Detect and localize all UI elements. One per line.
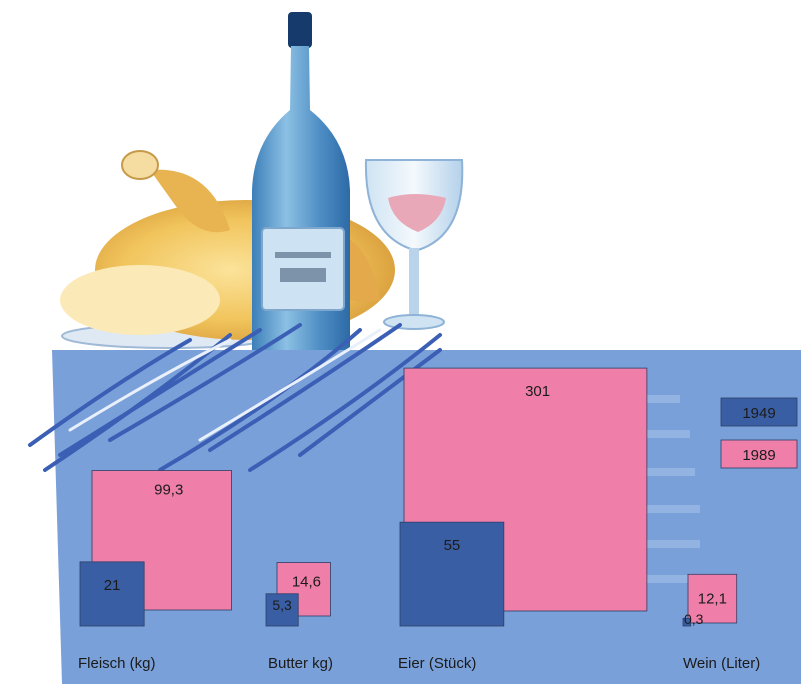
bar-1989-4 bbox=[687, 573, 738, 624]
bar-1949-4 bbox=[682, 617, 692, 627]
legend-swatch-1989 bbox=[720, 439, 798, 469]
chart-legend: 1949 1989 bbox=[720, 397, 798, 469]
wine-bottle-illustration bbox=[252, 12, 350, 350]
illustration bbox=[60, 12, 464, 350]
value-label-1949-1: 21 bbox=[104, 577, 121, 594]
value-label-1949-2: 5,3 bbox=[272, 597, 292, 613]
chart-category-labels: Fleisch (kg) Butter kg) Eier (Stück) Wein (… bbox=[78, 655, 760, 672]
value-label-1949-4: 0,3 bbox=[684, 611, 704, 627]
category-label-3: Eier (Stück) bbox=[398, 655, 476, 672]
category-label-4: Wein (Liter) bbox=[683, 655, 760, 672]
wine-glass-illustration bbox=[364, 159, 464, 330]
category-label-1: Fleisch (kg) bbox=[78, 655, 156, 672]
chart-squares bbox=[79, 367, 738, 627]
bar-1949-2 bbox=[265, 593, 299, 627]
value-label-1989-3: 301 bbox=[525, 383, 550, 400]
value-label-1989-4: 12,1 bbox=[698, 591, 727, 608]
brush-strokes bbox=[28, 323, 442, 472]
brush-highlights bbox=[68, 328, 382, 442]
value-label-1949-3: 55 bbox=[444, 537, 461, 554]
chart-value-labels: 99,3 21 14,65,3 301 55 12,1 0,3 bbox=[104, 383, 727, 627]
value-label-1989-1: 99,3 bbox=[154, 481, 183, 498]
legend-label-1989: 1989 bbox=[742, 447, 775, 464]
bar-1949-3 bbox=[399, 521, 505, 627]
category-label-2: Butter kg) bbox=[268, 655, 333, 672]
bar-1949-1 bbox=[79, 561, 145, 627]
value-label-1989-2: 14,6 bbox=[292, 574, 321, 591]
legend-label-1949: 1949 bbox=[742, 405, 775, 422]
legend-swatch-1949 bbox=[720, 397, 798, 427]
